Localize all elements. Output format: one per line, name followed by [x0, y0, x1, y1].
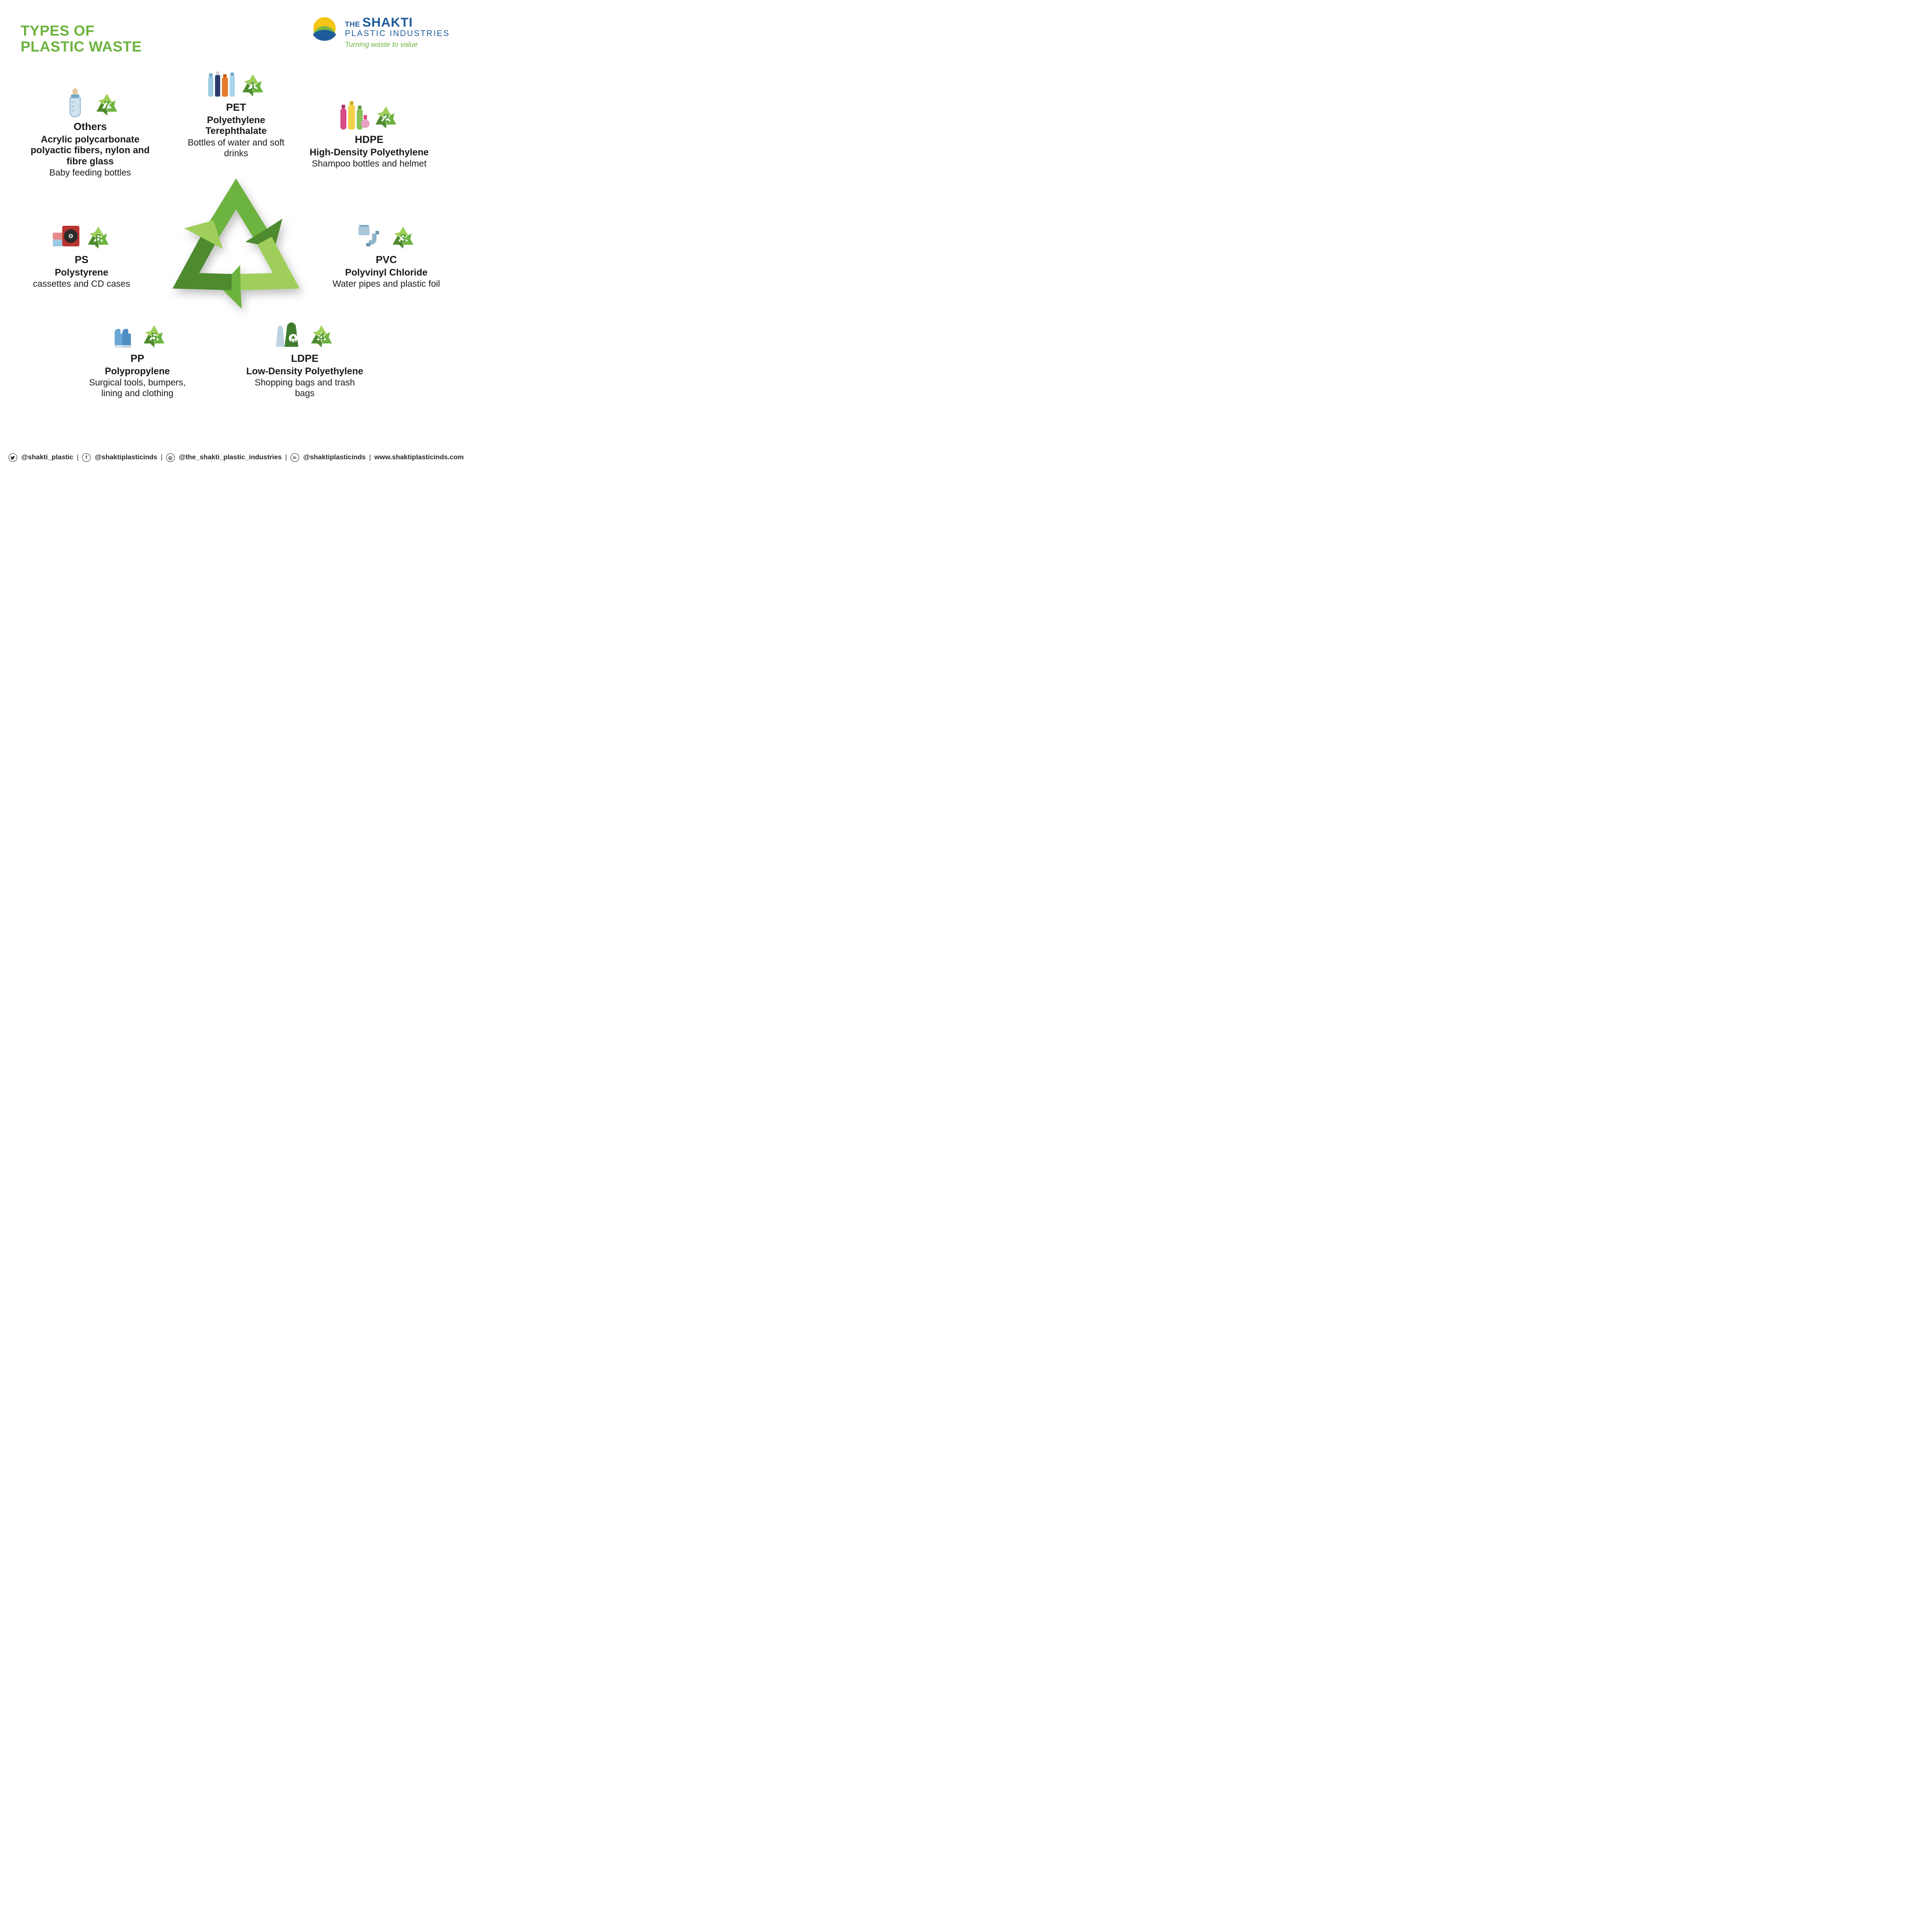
brand-text: THE SHAKTI PLASTIC INDUSTRIES Turning wa… — [345, 15, 450, 49]
item-icons: 7 — [30, 86, 150, 118]
instagram-icon: ◎ — [166, 453, 175, 462]
plastic-code: PET — [176, 102, 296, 114]
plastic-examples: Shopping bags and trash bags — [245, 377, 365, 399]
plastic-code: Others — [30, 121, 150, 133]
recycle-badge-icon: 1 — [239, 72, 267, 99]
globe-icon — [310, 15, 339, 44]
recycle-badge-icon: 4 — [308, 323, 335, 350]
item-icons: 6 — [21, 219, 142, 252]
recycle-number: 3 — [400, 232, 406, 245]
plastic-type-ps: 6 PS Polystyrene cassettes and CD cases — [21, 219, 142, 289]
brand-line1-small: THE — [345, 20, 362, 28]
plastic-name: Polypropylene — [77, 366, 197, 376]
item-icons: 3 — [326, 219, 446, 252]
plastic-type-hdpe: 2 HDPE High-Density Polyethylene Shampoo… — [309, 99, 429, 169]
recycle-badge-icon: 6 — [85, 224, 112, 252]
pipes-icon — [356, 221, 387, 252]
twitter-icon — [9, 453, 17, 462]
recycle-number: 6 — [95, 232, 101, 245]
plastic-name: Polyethylene Terephthalate — [176, 115, 296, 136]
footer-sep: | — [284, 454, 288, 461]
plastic-code: HDPE — [309, 134, 429, 146]
linkedin-icon: in — [291, 453, 299, 462]
plastic-type-pp: 5 PP Polypropylene Surgical tools, bumpe… — [77, 318, 197, 399]
recycling-symbol-icon — [159, 171, 313, 325]
brand-tagline: Turning waste to value — [345, 40, 450, 49]
recycle-number: 4 — [318, 331, 325, 344]
recycle-badge-icon: 2 — [372, 104, 400, 131]
social-footer: @shakti_plastic | f @shaktiplasticinds |… — [0, 453, 472, 462]
footer-sep: | — [160, 454, 164, 461]
plastic-type-ldpe: 4 LDPE Low-Density Polyethylene Shopping… — [245, 318, 365, 399]
linkedin-handle: @shaktiplasticinds — [303, 454, 366, 461]
website-link: www.shaktiplasticinds.com — [374, 454, 464, 461]
recycle-number: 2 — [383, 112, 389, 125]
plastic-name: High-Density Polyethylene — [309, 147, 429, 158]
page-title: TYPES OF PLASTIC WASTE — [21, 23, 142, 55]
cd-icon — [51, 221, 82, 252]
plastic-name: Low-Density Polyethylene — [245, 366, 365, 376]
item-icons: 2 — [309, 99, 429, 131]
recycle-number: 1 — [250, 79, 256, 93]
plastic-name: Acrylic polycarbonate polyactic fibers, … — [30, 134, 150, 167]
item-icons: 1 — [176, 67, 296, 99]
plastic-examples: Water pipes and plastic foil — [326, 279, 446, 289]
title-line-2: PLASTIC WASTE — [21, 39, 142, 55]
facebook-handle: @shaktiplasticinds — [95, 454, 157, 461]
plastic-type-others: 7 Others Acrylic polycarbonate polyactic… — [30, 86, 150, 178]
plastic-type-pvc: 3 PVC Polyvinyl Chloride Water pipes and… — [326, 219, 446, 289]
plastic-name: Polystyrene — [21, 267, 142, 278]
brand-line1-big: SHAKTI — [362, 15, 413, 30]
shampoo-icon — [339, 100, 370, 131]
brand-line2: PLASTIC INDUSTRIES — [345, 29, 450, 39]
plastic-examples: Baby feeding bottles — [30, 167, 150, 178]
recycle-number: 5 — [151, 331, 157, 344]
recycle-badge-icon: 3 — [389, 224, 417, 252]
item-icons: 4 — [245, 318, 365, 350]
plastic-examples: Shampoo bottles and helmet — [309, 158, 429, 169]
recycle-badge-icon: 5 — [140, 323, 168, 350]
facebook-icon: f — [82, 453, 91, 462]
bottles-icon — [206, 68, 237, 99]
gloves-icon — [107, 319, 138, 350]
bags-icon — [274, 319, 305, 350]
plastic-name: Polyvinyl Chloride — [326, 267, 446, 278]
babybottle-icon — [60, 88, 91, 118]
plastic-code: LDPE — [245, 353, 365, 365]
plastic-examples: cassettes and CD cases — [21, 279, 142, 289]
twitter-handle: @shakti_plastic — [21, 454, 73, 461]
plastic-type-pet: 1 PET Polyethylene Terephthalate Bottles… — [176, 67, 296, 159]
footer-sep: | — [76, 454, 79, 461]
recycle-badge-icon: 7 — [93, 91, 121, 118]
plastic-examples: Bottles of water and soft drinks — [176, 137, 296, 159]
title-line-1: TYPES OF — [21, 23, 142, 39]
plastic-code: PS — [21, 254, 142, 266]
item-icons: 5 — [77, 318, 197, 350]
plastic-code: PP — [77, 353, 197, 365]
footer-sep: | — [368, 454, 372, 461]
instagram-handle: @the_shakti_plastic_industries — [179, 454, 282, 461]
recycle-number: 7 — [104, 99, 110, 112]
brand-logo: THE SHAKTI PLASTIC INDUSTRIES Turning wa… — [310, 15, 450, 49]
plastic-code: PVC — [326, 254, 446, 266]
plastic-examples: Surgical tools, bumpers, lining and clot… — [77, 377, 197, 399]
